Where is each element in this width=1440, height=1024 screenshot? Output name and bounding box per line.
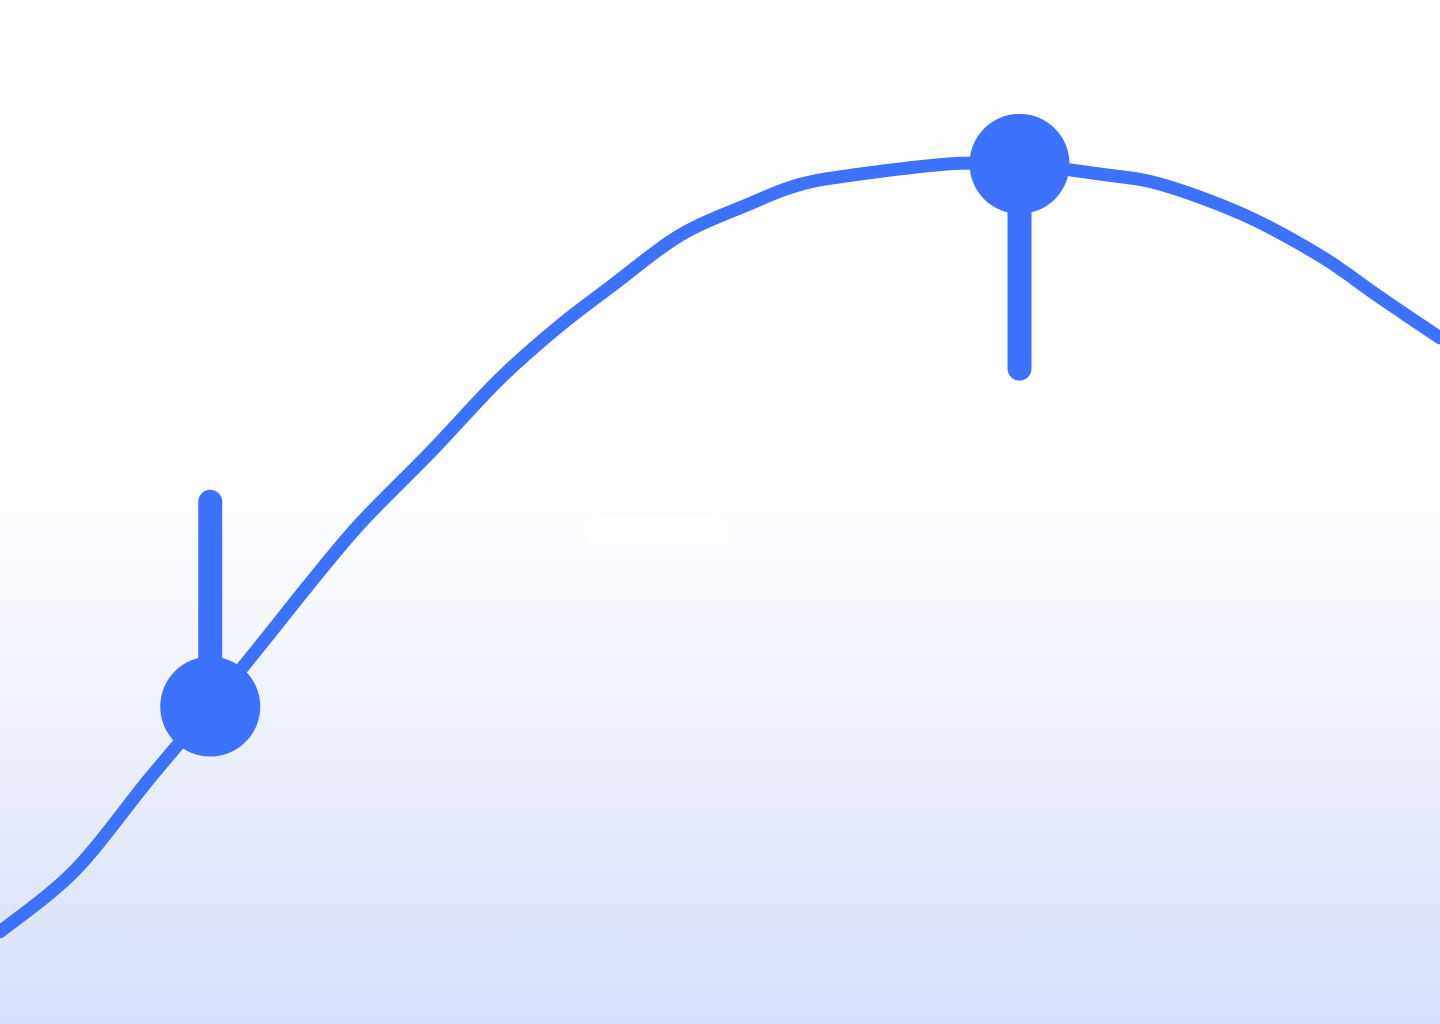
point-peak-marker[interactable] (969, 113, 1070, 214)
marker-group (160, 113, 1070, 757)
point-low-marker[interactable] (160, 656, 261, 757)
glare-highlight (584, 516, 730, 546)
